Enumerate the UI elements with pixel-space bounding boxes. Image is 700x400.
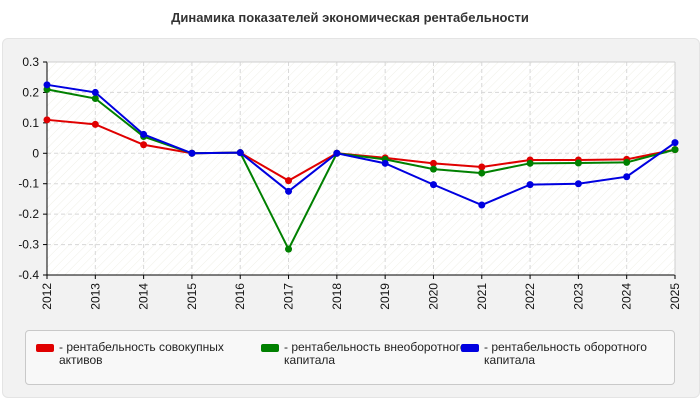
x-tick-label: 2022 [523,283,537,310]
series-point-0 [478,163,486,171]
x-tick-label: 2016 [233,283,247,310]
series-point-2 [140,130,148,138]
legend-label-assets: - рентабельность совокупных активов [59,340,224,367]
series-point-2 [381,159,389,167]
x-tick-label: 2018 [330,283,344,310]
series-point-0 [43,116,51,124]
series-point-2 [526,181,534,189]
legend-swatch-noncurrent [261,344,279,352]
y-tick-label: -0.3 [18,238,39,252]
series-point-1 [623,158,631,166]
series-point-2 [188,149,196,157]
series-point-2 [333,149,341,157]
series-point-0 [429,159,437,167]
series-point-2 [574,180,582,188]
x-tick-label: 2025 [668,283,682,310]
y-tick-label: 0.1 [22,116,39,130]
y-tick-label: 0 [32,146,39,160]
series-point-2 [429,181,437,189]
x-tick-label: 2015 [185,283,199,310]
series-point-1 [478,169,486,177]
series-point-2 [671,139,679,147]
series-point-1 [526,159,534,167]
series-line-1 [46,88,676,252]
x-tick-label: 2023 [571,283,585,310]
series-point-2 [43,81,51,89]
legend-label-noncurrent: - рентабельность внеоборотного капитала [284,340,467,367]
series-point-0 [140,141,148,149]
plot-area-hatch [47,62,675,275]
series-point-2 [478,201,486,209]
series-point-1 [91,95,99,103]
legend-swatch-current [461,344,479,352]
y-tick-label: -0.4 [18,268,39,282]
x-tick-label: 2017 [282,283,296,310]
y-tick-label: 0.3 [22,55,39,69]
series-line-2 [46,83,676,207]
y-tick-label: 0.2 [22,85,39,99]
series-point-2 [285,187,293,195]
series-point-1 [285,245,293,253]
x-tick-label: 2020 [426,283,440,310]
x-tick-label: 2014 [137,283,151,310]
x-tick-label: 2024 [620,283,634,310]
y-tick-label: -0.2 [18,207,39,221]
y-tick-label: -0.1 [18,177,39,191]
chart-legend: - рентабельность совокупных активов - ре… [25,330,675,385]
chart-title: Динамика показателей экономическая рента… [171,10,529,25]
legend-swatch-assets [36,344,54,352]
x-tick-label: 2013 [88,283,102,310]
series-point-0 [285,177,293,185]
x-tick-label: 2019 [378,283,392,310]
series-point-2 [236,149,244,157]
series-point-0 [91,120,99,128]
series-point-2 [91,88,99,96]
x-tick-label: 2012 [40,283,54,310]
series-point-1 [671,146,679,154]
series-point-1 [429,165,437,173]
x-tick-label: 2021 [475,283,489,310]
series-point-1 [574,159,582,167]
series-point-2 [623,173,631,181]
legend-label-current: - рентабельность оборотного капитала [484,340,647,367]
